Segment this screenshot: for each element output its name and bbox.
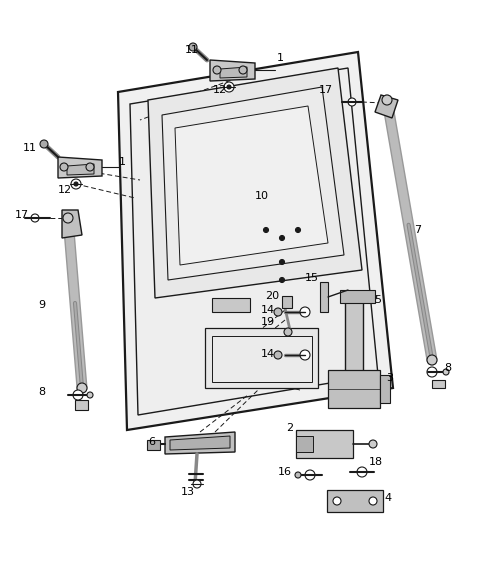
Polygon shape: [320, 282, 328, 312]
Circle shape: [87, 392, 93, 398]
Circle shape: [348, 98, 356, 106]
Polygon shape: [147, 440, 160, 450]
Text: 12: 12: [213, 85, 227, 95]
Text: 15: 15: [305, 273, 319, 283]
Circle shape: [274, 308, 282, 316]
Text: 1: 1: [276, 53, 284, 63]
Polygon shape: [210, 60, 255, 81]
Text: 1: 1: [119, 157, 125, 167]
Text: 5: 5: [374, 295, 382, 305]
Circle shape: [427, 367, 437, 377]
Polygon shape: [170, 436, 230, 450]
Circle shape: [427, 355, 437, 365]
Circle shape: [40, 140, 48, 148]
Circle shape: [357, 467, 367, 477]
Polygon shape: [340, 290, 375, 303]
Polygon shape: [380, 375, 390, 403]
Text: 19: 19: [261, 317, 275, 327]
Polygon shape: [67, 164, 94, 175]
Polygon shape: [212, 336, 312, 382]
Circle shape: [300, 350, 310, 360]
Polygon shape: [282, 296, 292, 308]
Polygon shape: [175, 106, 328, 265]
Text: 17: 17: [15, 210, 29, 220]
Circle shape: [443, 369, 449, 375]
Polygon shape: [296, 436, 313, 452]
Circle shape: [224, 82, 234, 92]
Circle shape: [284, 328, 292, 336]
Polygon shape: [328, 370, 380, 408]
Polygon shape: [220, 67, 247, 78]
Polygon shape: [432, 380, 445, 388]
Text: 8: 8: [38, 387, 46, 397]
Polygon shape: [162, 87, 344, 280]
Text: 17: 17: [319, 85, 333, 95]
Circle shape: [63, 213, 73, 223]
Text: 9: 9: [38, 300, 46, 310]
Text: 6: 6: [148, 437, 156, 447]
Circle shape: [31, 214, 39, 222]
Circle shape: [239, 66, 247, 74]
Text: 12: 12: [58, 185, 72, 195]
Circle shape: [74, 182, 78, 186]
Polygon shape: [118, 52, 393, 430]
Text: 18: 18: [369, 457, 383, 467]
Text: 3: 3: [386, 373, 394, 383]
Circle shape: [71, 179, 81, 189]
Polygon shape: [345, 298, 363, 393]
Circle shape: [193, 480, 201, 488]
Polygon shape: [205, 328, 318, 388]
Text: 14: 14: [261, 349, 275, 359]
Circle shape: [305, 470, 315, 480]
Text: 11: 11: [185, 45, 199, 55]
Text: 10: 10: [255, 191, 269, 201]
Circle shape: [295, 472, 301, 478]
Text: 2: 2: [287, 423, 294, 433]
Circle shape: [300, 307, 310, 317]
Circle shape: [369, 440, 377, 448]
Circle shape: [382, 95, 392, 105]
Polygon shape: [296, 430, 353, 458]
Circle shape: [73, 390, 83, 400]
Circle shape: [333, 497, 341, 505]
Circle shape: [369, 497, 377, 505]
Text: 14: 14: [261, 305, 275, 315]
Circle shape: [279, 278, 285, 282]
Circle shape: [274, 351, 282, 359]
Text: 7: 7: [414, 225, 421, 235]
Text: 11: 11: [23, 143, 37, 153]
Text: 8: 8: [444, 363, 452, 373]
Circle shape: [213, 66, 221, 74]
Circle shape: [264, 228, 268, 232]
Text: 13: 13: [181, 487, 195, 497]
Polygon shape: [62, 210, 82, 238]
Polygon shape: [375, 95, 398, 118]
Text: 16: 16: [278, 467, 292, 477]
Circle shape: [296, 228, 300, 232]
Text: 4: 4: [384, 493, 392, 503]
Polygon shape: [327, 490, 383, 512]
Polygon shape: [212, 298, 250, 312]
Circle shape: [279, 235, 285, 241]
Polygon shape: [58, 157, 102, 178]
Text: 20: 20: [265, 291, 279, 301]
Polygon shape: [75, 400, 88, 410]
Circle shape: [60, 163, 68, 171]
Circle shape: [227, 85, 231, 89]
Polygon shape: [165, 432, 235, 454]
Polygon shape: [130, 68, 378, 415]
Circle shape: [86, 163, 94, 171]
Polygon shape: [148, 68, 362, 298]
Circle shape: [77, 383, 87, 393]
Circle shape: [279, 260, 285, 264]
Circle shape: [189, 43, 197, 51]
